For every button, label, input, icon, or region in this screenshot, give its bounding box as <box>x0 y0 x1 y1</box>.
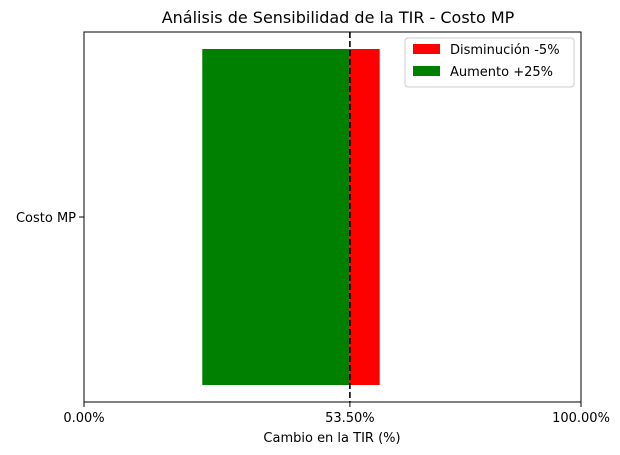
legend-label: Aumento +25% <box>450 65 553 80</box>
legend-swatch <box>413 44 440 54</box>
chart-title: Análisis de Sensibilidad de la TIR - Cos… <box>162 8 515 27</box>
x-tick-label: 53.50% <box>325 411 375 426</box>
x-ticks: 0.00% 53.50% 100.00% <box>63 402 610 426</box>
x-tick-label: 0.00% <box>63 411 104 426</box>
legend-frame <box>404 37 575 88</box>
bar-increase <box>202 49 350 385</box>
y-tick-label: Costo MP <box>16 211 76 226</box>
legend-swatch <box>413 66 440 76</box>
legend: Disminución -5% Aumento +25% <box>404 37 575 88</box>
x-tick-label: 100.00% <box>552 411 610 426</box>
legend-label: Disminución -5% <box>450 43 560 58</box>
bar-decrease <box>349 49 380 385</box>
y-ticks: Costo MP <box>16 211 84 226</box>
x-axis-label: Cambio en la TIR (%) <box>263 431 400 446</box>
bars-layer <box>202 49 380 385</box>
